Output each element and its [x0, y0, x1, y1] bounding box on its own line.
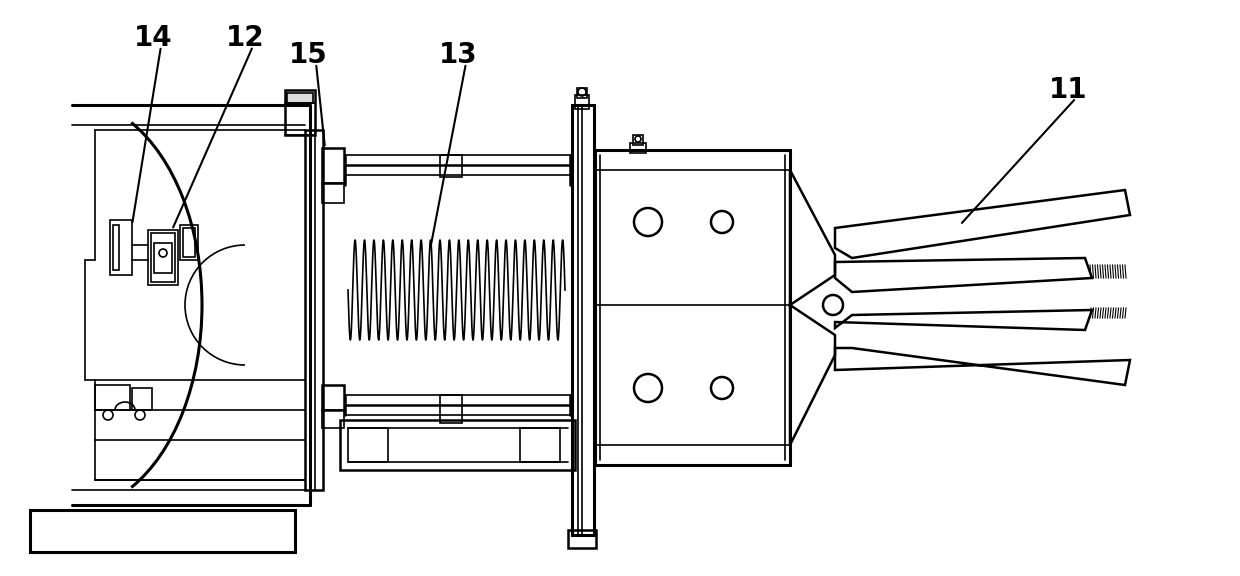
Text: 12: 12 — [226, 24, 264, 52]
Bar — [151, 233, 175, 282]
Bar — [322, 410, 343, 428]
Bar — [322, 385, 343, 410]
Bar — [131, 388, 153, 410]
Bar — [110, 220, 131, 275]
Bar — [184, 228, 195, 257]
Bar — [348, 428, 388, 462]
Bar — [572, 105, 594, 535]
Bar — [440, 155, 463, 177]
Bar — [95, 385, 130, 410]
Bar — [577, 88, 587, 98]
Bar — [154, 243, 172, 273]
Bar — [30, 510, 295, 552]
Bar — [632, 135, 644, 145]
Bar — [440, 395, 463, 423]
Bar — [575, 95, 589, 109]
Bar — [340, 420, 575, 470]
Bar — [305, 130, 322, 490]
Text: 11: 11 — [1049, 76, 1087, 104]
Bar — [520, 428, 560, 462]
Bar — [322, 183, 343, 203]
Bar — [113, 225, 119, 270]
Bar — [630, 143, 646, 153]
Bar — [568, 530, 596, 548]
Bar — [286, 93, 312, 103]
Bar — [322, 148, 343, 183]
Text: 13: 13 — [439, 41, 477, 69]
Text: 15: 15 — [289, 41, 327, 69]
Bar — [595, 150, 790, 465]
Text: 14: 14 — [134, 24, 172, 52]
Bar — [148, 230, 179, 285]
Bar — [285, 90, 315, 135]
Bar — [180, 225, 198, 260]
